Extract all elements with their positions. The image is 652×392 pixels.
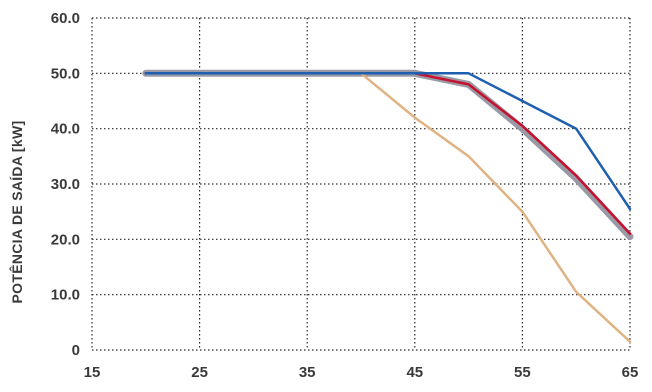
x-tick-label-1: 25 — [191, 364, 208, 381]
series-line-0 — [142, 69, 634, 241]
y-tick-label-6: 60.0 — [51, 10, 80, 27]
y-tick-label-2: 20.0 — [51, 231, 80, 248]
series-line-3 — [144, 72, 632, 211]
y-axis-label: POTÊNCIA DE SAÍDA [kW] — [8, 121, 25, 304]
y-tick-label-3: 30.0 — [51, 176, 80, 193]
y-tick-label-4: 40.0 — [51, 121, 80, 138]
x-tick-label-5: 65 — [622, 364, 639, 381]
y-tick-label-0: 0 — [72, 342, 80, 359]
y-axis-ticks: 0 10.0 20.0 30.0 40.0 50.0 60.0 — [51, 10, 80, 359]
series-layer — [142, 69, 634, 343]
x-tick-label-3: 45 — [406, 364, 423, 381]
y-tick-label-5: 50.0 — [51, 65, 80, 82]
series-line-2 — [144, 72, 632, 236]
grid-layer — [91, 17, 631, 351]
series-line-1 — [359, 72, 632, 343]
x-tick-label-2: 35 — [299, 364, 316, 381]
x-axis-ticks: 15 25 35 45 55 65 — [84, 364, 639, 381]
x-tick-label-4: 55 — [514, 364, 531, 381]
x-tick-label-0: 15 — [84, 364, 101, 381]
y-tick-label-1: 10.0 — [51, 287, 80, 304]
